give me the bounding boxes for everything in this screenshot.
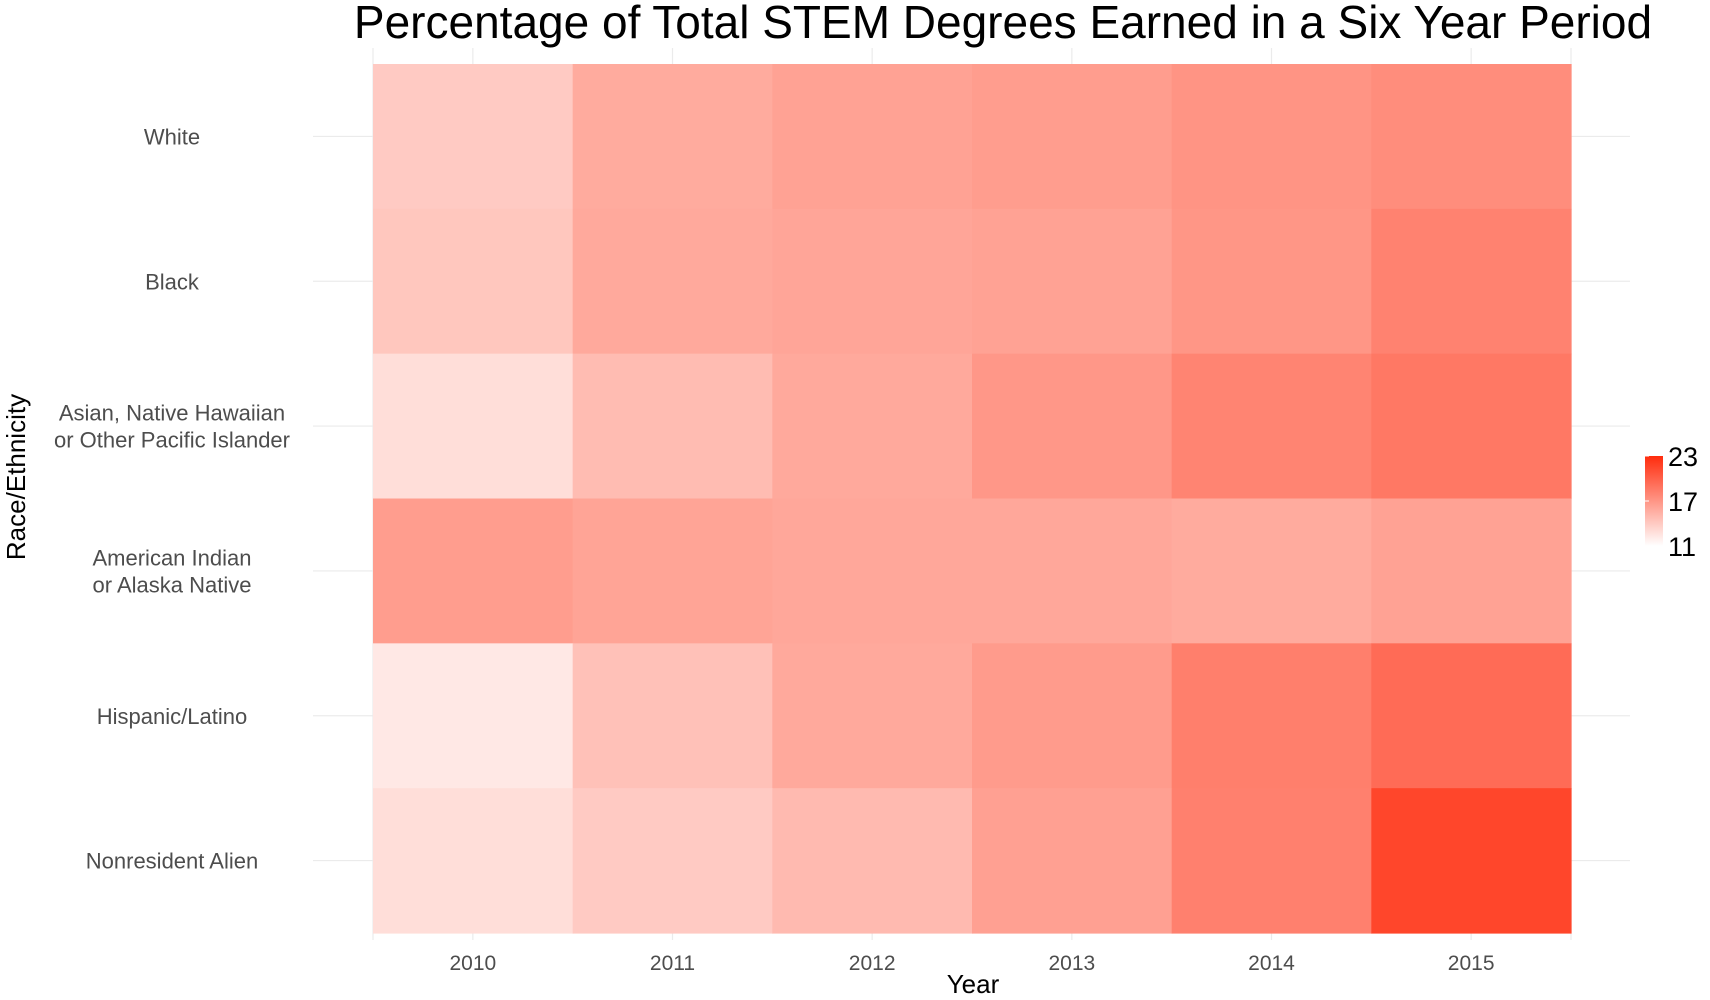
heatmap-cell bbox=[373, 353, 574, 500]
heatmap-cells bbox=[373, 64, 1572, 934]
y-tick-label: American Indian or Alaska Native bbox=[93, 545, 252, 597]
heatmap-cell bbox=[772, 498, 973, 644]
y-tick-label: Black bbox=[145, 269, 200, 294]
heatmap-cell bbox=[572, 498, 773, 644]
heatmap-cell bbox=[1371, 788, 1572, 934]
heatmap-cell bbox=[1171, 208, 1372, 355]
y-tick-label: Asian, Native Hawaiian or Other Pacific I… bbox=[54, 401, 290, 453]
heatmap-cell bbox=[1171, 643, 1372, 789]
heatmap-cell bbox=[1371, 208, 1572, 355]
x-tick-label: 2010 bbox=[449, 952, 496, 975]
heatmap-cell bbox=[772, 643, 973, 789]
heatmap-cell bbox=[772, 788, 973, 934]
x-tick-label: 2011 bbox=[650, 952, 695, 975]
heatmap-cell bbox=[972, 64, 1173, 210]
heatmap-cell bbox=[1371, 643, 1572, 789]
heatmap-cell bbox=[1171, 353, 1372, 500]
x-tick-label: 2015 bbox=[1448, 952, 1495, 975]
heatmap-cell bbox=[972, 643, 1173, 789]
y-tick-label: White bbox=[144, 124, 200, 149]
y-axis-tick-labels: White Black Asian, Native Hawaiian or Other… bbox=[54, 124, 290, 873]
legend-tick-label: 17 bbox=[1668, 487, 1698, 517]
heatmap-cell bbox=[373, 208, 574, 355]
heatmap-cell bbox=[1371, 498, 1572, 644]
x-tick-label: 2012 bbox=[849, 952, 896, 975]
x-tick-label: 2013 bbox=[1048, 952, 1095, 975]
heatmap-cell bbox=[1171, 788, 1372, 934]
heatmap-cell bbox=[772, 353, 973, 500]
heatmap-cell bbox=[972, 498, 1173, 644]
heatmap-cell bbox=[373, 643, 574, 789]
heatmap-cell bbox=[572, 353, 773, 500]
x-axis-tick-labels: 2010 2011 2012 2013 2014 2015 bbox=[449, 952, 1494, 975]
heatmap-cell bbox=[572, 643, 773, 789]
heatmap-cell bbox=[772, 64, 973, 210]
heatmap-cell bbox=[373, 64, 574, 210]
heatmap-cell bbox=[572, 64, 773, 210]
chart-title: Percentage of Total STEM Degrees Earned … bbox=[354, 0, 1652, 48]
heatmap-cell bbox=[373, 498, 574, 644]
y-tick-label: Nonresident Alien bbox=[86, 849, 258, 874]
legend-tick-label: 23 bbox=[1668, 442, 1698, 472]
legend-tick-label: 11 bbox=[1668, 532, 1696, 562]
heatmap-cell bbox=[1371, 353, 1572, 500]
heatmap-cell bbox=[572, 208, 773, 355]
heatmap-cell bbox=[772, 208, 973, 355]
heatmap-cell bbox=[1371, 64, 1572, 210]
heatmap-cell bbox=[972, 353, 1173, 500]
heatmap-cell bbox=[972, 208, 1173, 355]
heatmap-cell bbox=[373, 788, 574, 934]
y-tick-label: Hispanic/Latino bbox=[97, 704, 247, 729]
color-legend: 23 17 11 bbox=[1645, 442, 1698, 562]
heatmap-cell bbox=[972, 788, 1173, 934]
y-axis-title: Race/Ethnicity bbox=[1, 394, 31, 560]
x-axis-title: Year bbox=[947, 969, 1000, 999]
heatmap-cell bbox=[1171, 498, 1372, 644]
legend-color-bar bbox=[1645, 456, 1663, 546]
heatmap-cell bbox=[1171, 64, 1372, 210]
heatmap-cell bbox=[572, 788, 773, 934]
x-tick-label: 2014 bbox=[1248, 952, 1295, 975]
